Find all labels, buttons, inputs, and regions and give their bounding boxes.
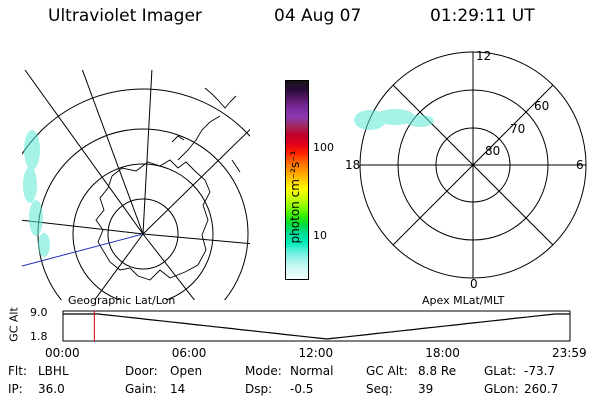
colorbar: [285, 80, 309, 280]
status-value: Normal: [290, 364, 334, 378]
status-key: IP:: [8, 382, 23, 396]
status-value: -73.7: [524, 364, 556, 378]
status-value: Open: [170, 364, 203, 378]
status-value: LBHL: [38, 364, 69, 378]
altitude-x-tick: 12:00: [298, 346, 334, 360]
altitude-x-tick: 23:59: [552, 346, 587, 360]
status-key: Gain:: [125, 382, 157, 396]
status-value: 8.8 Re: [418, 364, 457, 378]
status-key: Seq:: [366, 382, 393, 396]
status-value: 39: [418, 382, 434, 396]
altitude-y-tick-1-8: 1.8: [30, 330, 48, 343]
status-key: Dsp:: [245, 382, 273, 396]
status-key: Flt:: [8, 364, 27, 378]
altitude-x-tick: 18:00: [425, 346, 460, 360]
mlt-label-12: 12: [476, 49, 491, 63]
mlat-label-80: 80: [485, 144, 500, 158]
altitude-x-tick: 00:00: [45, 346, 80, 360]
status-key: GLat:: [484, 364, 517, 378]
status-key: Door:: [125, 364, 158, 378]
geo-panel-label: Geographic Lat/Lon: [68, 294, 176, 307]
status-value: 36.0: [38, 382, 65, 396]
status-value: 14: [170, 382, 186, 396]
apex-panel-label: Apex MLat/MLT: [422, 294, 505, 307]
colorbar-tick-100: 100: [313, 141, 334, 154]
altitude-plot: [62, 310, 571, 342]
colorbar-tick-10: 10: [313, 229, 327, 242]
mlt-label-6: 6: [576, 158, 584, 172]
apex-polar-plot: 12 18 6 0 60 70 80: [345, 49, 587, 291]
status-key: Mode:: [245, 364, 282, 378]
time-label: 01:29:11 UT: [430, 6, 535, 26]
altitude-x-tick: 06:00: [171, 346, 207, 360]
status-value: 260.7: [524, 382, 559, 396]
colorbar-unit-label: photon cm⁻²s⁻¹: [288, 150, 302, 244]
altitude-axis-label: GC Alt: [7, 307, 21, 342]
mlt-label-18: 18: [345, 158, 360, 172]
mlt-label-0: 0: [470, 277, 478, 291]
altitude-y-tick-9: 9.0: [30, 306, 48, 319]
instrument-title: Ultraviolet Imager: [48, 6, 202, 26]
mlat-label-60: 60: [534, 99, 549, 113]
status-key: GC Alt:: [366, 364, 408, 378]
geographic-map: [21, 70, 250, 300]
date-label: 04 Aug 07: [274, 6, 362, 26]
status-key: GLon:: [484, 382, 519, 396]
mlat-label-70: 70: [510, 122, 525, 136]
status-value: -0.5: [290, 382, 314, 396]
